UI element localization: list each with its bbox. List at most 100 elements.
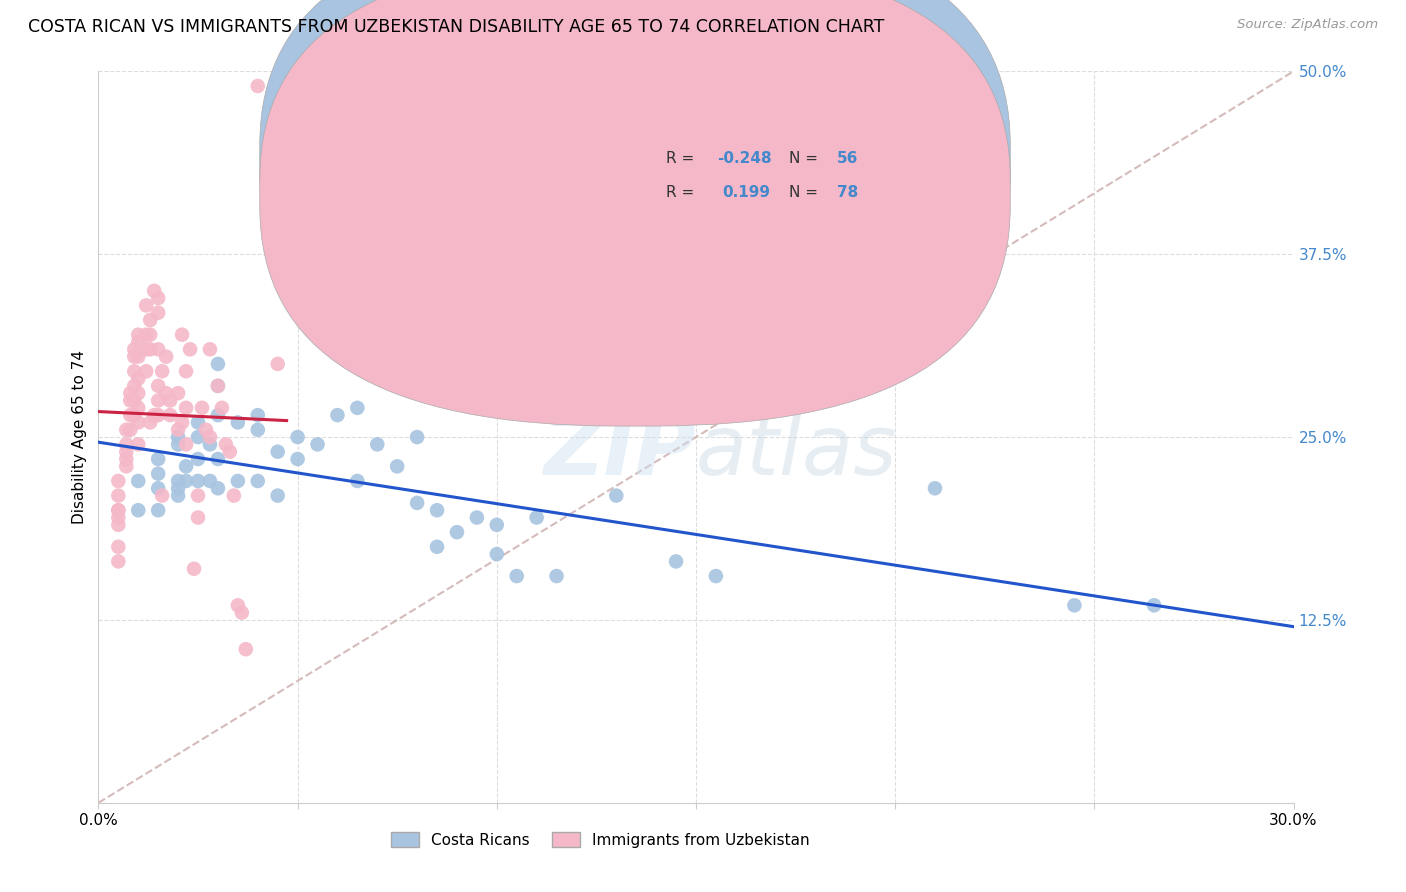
- Point: [287, 452, 309, 467]
- Text: 56: 56: [837, 151, 859, 166]
- Point: [167, 489, 190, 503]
- Point: [267, 357, 290, 371]
- Point: [246, 423, 269, 437]
- Point: [124, 393, 146, 408]
- Point: [148, 291, 170, 305]
- FancyBboxPatch shape: [589, 126, 900, 225]
- Point: [159, 408, 181, 422]
- Point: [1063, 599, 1085, 613]
- Point: [346, 474, 368, 488]
- Point: [924, 481, 946, 495]
- Point: [135, 343, 157, 357]
- Point: [115, 423, 138, 437]
- Point: [115, 452, 138, 467]
- Point: [115, 444, 138, 458]
- Point: [135, 327, 157, 342]
- Text: N =: N =: [789, 151, 823, 166]
- Point: [207, 408, 229, 422]
- Point: [506, 569, 529, 583]
- Point: [187, 452, 209, 467]
- Point: [148, 408, 170, 422]
- Point: [148, 306, 170, 320]
- Point: [187, 416, 209, 430]
- Point: [139, 327, 162, 342]
- Point: [124, 408, 146, 422]
- Point: [385, 459, 409, 474]
- Point: [148, 481, 170, 495]
- Point: [127, 334, 149, 349]
- Point: [485, 547, 508, 561]
- Point: [167, 437, 190, 451]
- Point: [107, 503, 129, 517]
- Point: [148, 393, 170, 408]
- Point: [222, 489, 245, 503]
- Point: [127, 437, 149, 451]
- Point: [526, 510, 548, 524]
- Text: 78: 78: [837, 186, 858, 201]
- Point: [485, 517, 508, 532]
- Point: [148, 343, 170, 357]
- Point: [174, 459, 197, 474]
- Point: [155, 386, 177, 401]
- Point: [155, 350, 177, 364]
- Point: [127, 350, 149, 364]
- Point: [231, 606, 253, 620]
- Text: N =: N =: [789, 186, 823, 201]
- Point: [143, 408, 166, 422]
- Point: [167, 386, 190, 401]
- Point: [127, 401, 149, 415]
- Point: [198, 474, 221, 488]
- Point: [150, 364, 173, 378]
- Point: [366, 437, 388, 451]
- Point: [150, 489, 173, 503]
- Point: [187, 510, 209, 524]
- Point: [446, 525, 468, 540]
- Point: [179, 343, 201, 357]
- Point: [127, 474, 149, 488]
- Point: [148, 452, 170, 467]
- Point: [143, 284, 166, 298]
- Y-axis label: Disability Age 65 to 74: Disability Age 65 to 74: [72, 350, 87, 524]
- Point: [226, 599, 249, 613]
- Point: [107, 474, 129, 488]
- Point: [139, 313, 162, 327]
- Point: [124, 343, 146, 357]
- Text: -0.248: -0.248: [717, 151, 772, 166]
- Point: [174, 364, 197, 378]
- Point: [704, 569, 727, 583]
- Point: [406, 430, 429, 444]
- Point: [207, 481, 229, 495]
- Point: [174, 474, 197, 488]
- Point: [120, 393, 142, 408]
- Point: [107, 510, 129, 524]
- Point: [426, 540, 449, 554]
- Text: R =: R =: [666, 186, 699, 201]
- Text: R =: R =: [666, 151, 699, 166]
- Point: [198, 343, 221, 357]
- Text: atlas: atlas: [696, 411, 897, 492]
- Point: [191, 401, 214, 415]
- Point: [139, 416, 162, 430]
- Point: [235, 642, 257, 657]
- Point: [226, 416, 249, 430]
- Point: [127, 371, 149, 385]
- Point: [120, 423, 142, 437]
- Point: [127, 416, 149, 430]
- Point: [605, 489, 627, 503]
- Point: [148, 379, 170, 393]
- Point: [195, 423, 218, 437]
- Point: [246, 78, 269, 93]
- Point: [1143, 599, 1166, 613]
- Point: [207, 379, 229, 393]
- Point: [246, 408, 269, 422]
- Point: [226, 474, 249, 488]
- Point: [107, 554, 129, 568]
- Point: [107, 503, 129, 517]
- Point: [127, 327, 149, 342]
- Point: [124, 350, 146, 364]
- Point: [219, 444, 242, 458]
- Point: [183, 562, 205, 576]
- Point: [159, 393, 181, 408]
- Text: Source: ZipAtlas.com: Source: ZipAtlas.com: [1237, 18, 1378, 31]
- Point: [546, 569, 568, 583]
